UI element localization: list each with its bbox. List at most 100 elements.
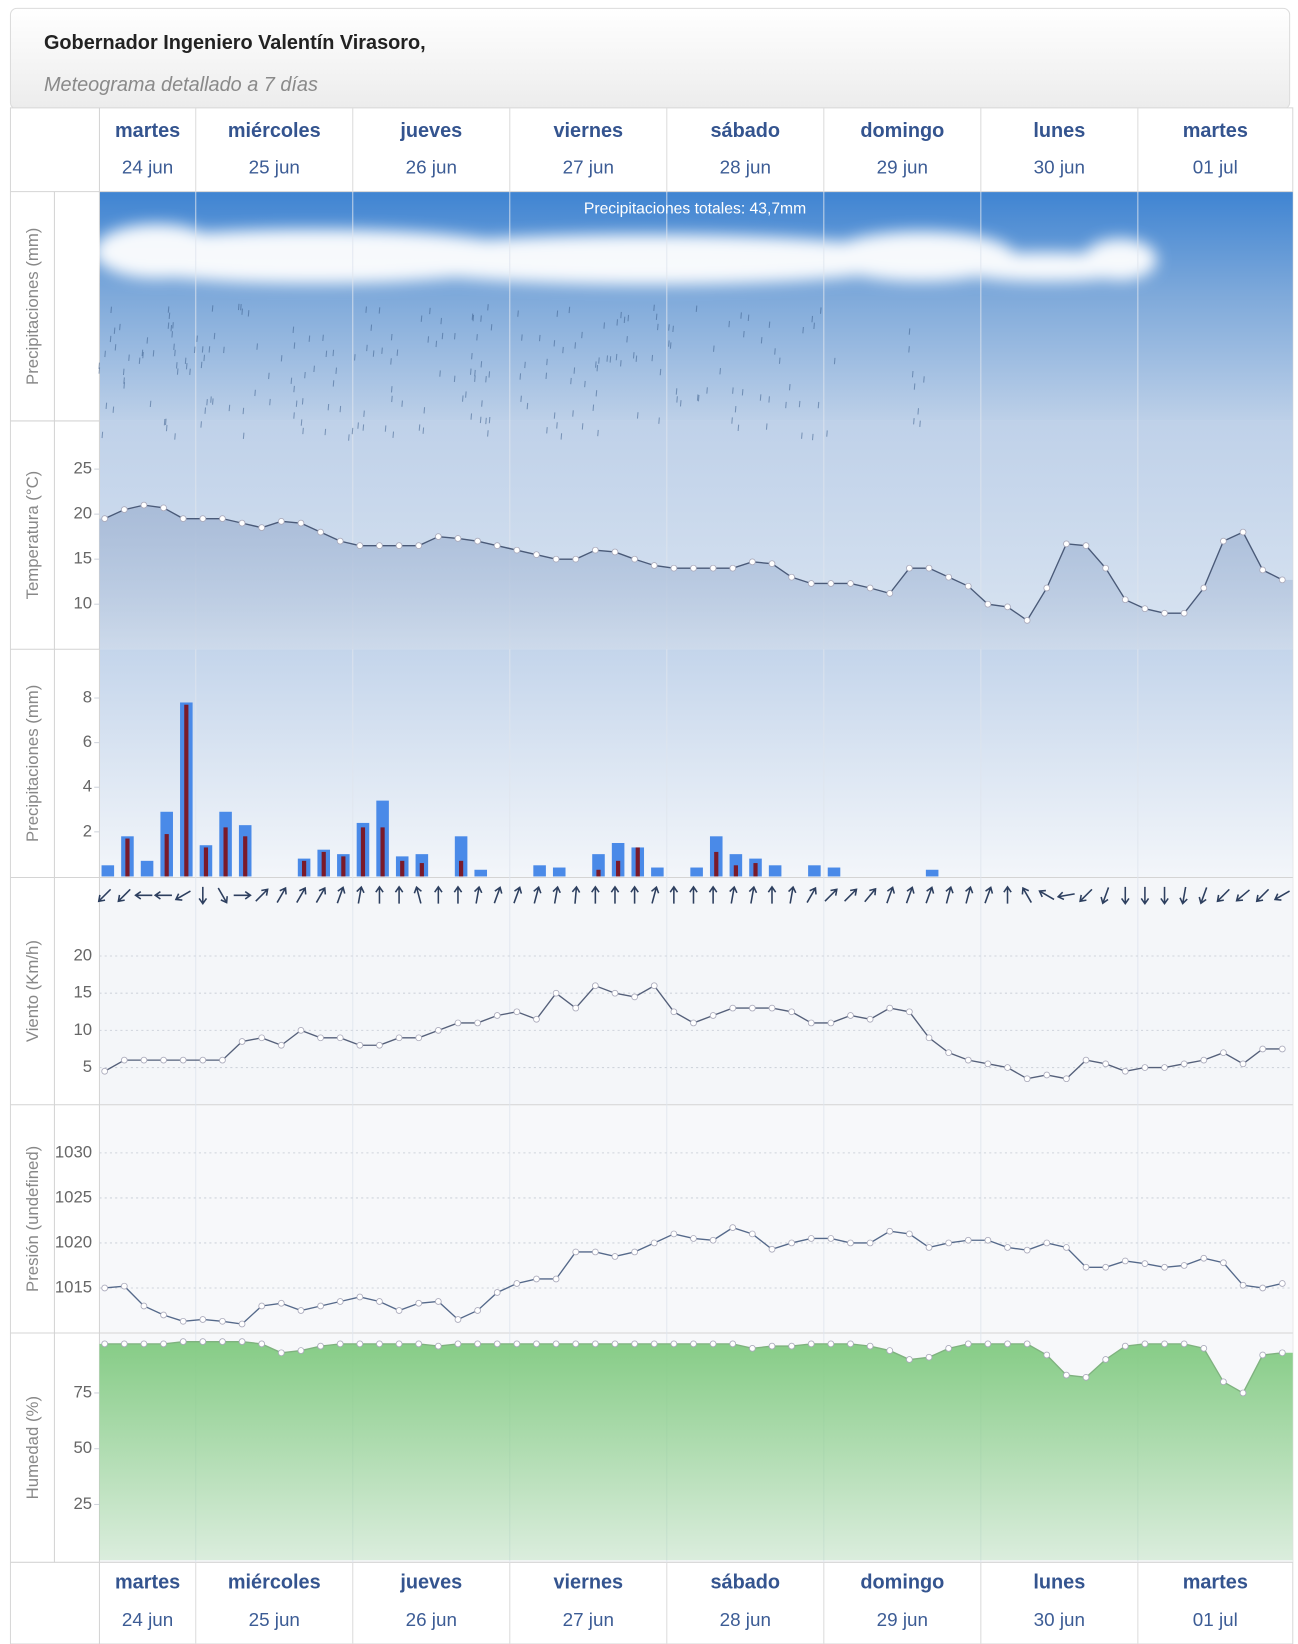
point <box>533 551 540 559</box>
point <box>1239 1281 1247 1289</box>
rain-streak <box>768 321 771 328</box>
point <box>140 1340 148 1348</box>
point <box>964 1340 972 1348</box>
point <box>120 1340 128 1348</box>
point <box>179 1317 187 1325</box>
point <box>140 501 148 509</box>
point <box>376 1340 383 1348</box>
point <box>1063 1075 1070 1083</box>
point <box>650 562 658 569</box>
day-date: 01 jul <box>1193 157 1238 178</box>
rain-streak <box>480 361 483 368</box>
y-tick-label: 20 <box>73 945 92 964</box>
point <box>631 1340 638 1348</box>
rain-streak <box>378 307 381 314</box>
point <box>611 989 619 997</box>
point <box>1121 596 1129 604</box>
point <box>749 1230 756 1238</box>
point <box>886 1347 894 1354</box>
wind-arrow <box>1255 888 1270 903</box>
rain-streak <box>713 345 715 352</box>
wind-arrow <box>824 888 838 902</box>
day-date: 30 jun <box>1034 157 1085 178</box>
rain-streak <box>429 307 431 315</box>
point <box>1102 1263 1110 1271</box>
rain-streak <box>826 430 828 437</box>
wind-arrow <box>1216 888 1230 903</box>
rain-streak <box>545 372 548 379</box>
rain-streak <box>454 333 456 340</box>
day-name: lunes <box>1033 120 1085 142</box>
point <box>1082 542 1090 550</box>
point <box>160 1311 167 1319</box>
point <box>1239 1389 1247 1397</box>
wind-bg <box>99 877 1293 1105</box>
point <box>493 542 501 550</box>
rain-streak <box>123 377 125 384</box>
rain-streak <box>204 407 207 414</box>
point <box>1004 1340 1011 1348</box>
rain-streak <box>170 324 173 332</box>
bar <box>533 865 546 877</box>
point <box>1121 1257 1129 1265</box>
point <box>1102 1356 1110 1363</box>
rain-streak <box>193 346 196 353</box>
day-name: martes <box>115 1572 180 1594</box>
point <box>1082 1373 1090 1381</box>
point <box>749 1344 756 1352</box>
point <box>592 1248 599 1256</box>
rain-streak <box>327 403 330 411</box>
day-name: lunes <box>1033 1572 1085 1594</box>
rain-streak <box>481 400 483 407</box>
rain-streak <box>768 396 770 403</box>
rain-streak <box>774 348 776 355</box>
point <box>572 1340 580 1348</box>
point <box>1180 1340 1188 1348</box>
point <box>592 1340 599 1348</box>
point <box>493 1289 501 1296</box>
title: Gobernador Ingeniero Valentín Virasoro, <box>44 32 426 54</box>
rain-streak <box>923 376 925 383</box>
y-axis-label: Humedad (%) <box>23 1396 42 1499</box>
point <box>729 564 737 572</box>
rain-streak <box>381 347 383 354</box>
wind-arrow <box>1160 886 1169 906</box>
wind-arrow <box>296 886 307 903</box>
point <box>768 1245 776 1253</box>
point <box>434 533 442 541</box>
rain-streak <box>596 365 599 372</box>
rain-streak <box>98 362 100 369</box>
point <box>179 1056 187 1064</box>
bar <box>616 860 621 877</box>
point <box>297 1027 305 1034</box>
pressure-bg <box>99 1104 1293 1334</box>
point <box>827 1019 835 1027</box>
point <box>866 584 874 592</box>
rain-streak <box>104 350 106 358</box>
day-date: 28 jun <box>720 1609 771 1630</box>
point <box>1141 1340 1149 1348</box>
point <box>533 1015 540 1023</box>
bar <box>125 838 130 877</box>
point <box>1259 566 1267 574</box>
rain-streak <box>372 350 375 357</box>
wind-arrow <box>1140 886 1150 906</box>
bar <box>733 865 738 877</box>
point <box>1161 609 1168 617</box>
rain-streak <box>256 343 258 350</box>
rain-streak <box>668 324 670 331</box>
y-tick-label: 75 <box>73 1382 92 1401</box>
day-date: 29 jun <box>877 157 928 178</box>
point <box>277 1041 285 1049</box>
rain-streak <box>760 337 763 344</box>
point <box>356 1293 364 1301</box>
rain-streak <box>176 368 179 375</box>
day-name: martes <box>1183 120 1248 142</box>
point <box>945 573 952 581</box>
point <box>768 560 776 568</box>
rain-streak <box>300 419 303 426</box>
rain-streak <box>474 369 476 377</box>
rain-streak <box>519 373 522 380</box>
point <box>611 1253 619 1260</box>
wind-arrow <box>669 885 679 904</box>
